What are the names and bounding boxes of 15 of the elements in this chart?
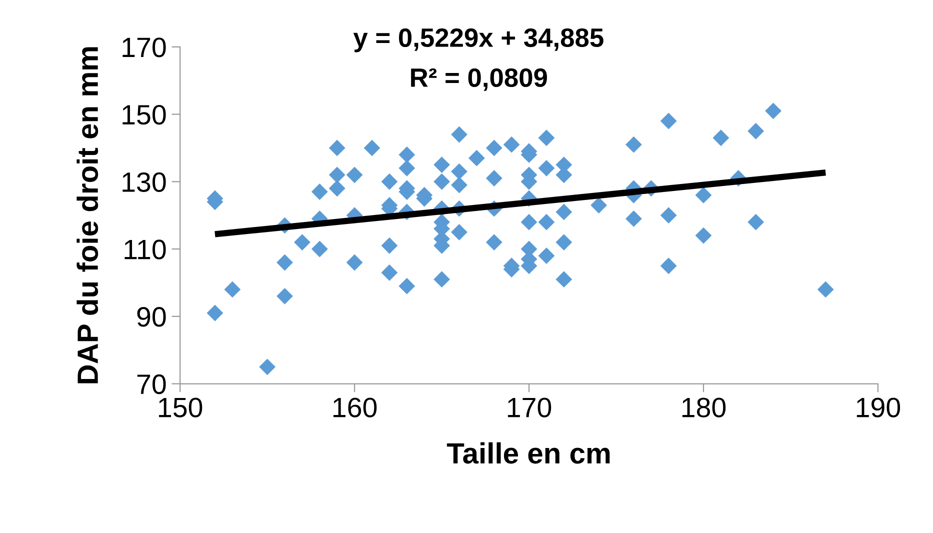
y-tick-label: 150 <box>122 104 166 125</box>
annotation: y = 0,5229x + 34,885 <box>353 28 604 52</box>
annotation: R² = 0,0809 <box>411 68 547 91</box>
y-tick-label: 170 <box>122 38 166 58</box>
x-tick-label: 150 <box>159 398 202 418</box>
y-tick-label: 130 <box>122 172 166 192</box>
x-tick-label: 160 <box>333 398 377 418</box>
y-axis-title: DAP du foie droit en mm <box>76 47 98 384</box>
x-tick-label: 170 <box>508 398 552 418</box>
x-tick-label: 190 <box>856 398 900 418</box>
y-tick-label: 110 <box>124 240 166 260</box>
x-tick-label: 180 <box>682 398 726 418</box>
y-tick-label: 90 <box>137 307 166 327</box>
y-tick-label: 70 <box>137 374 166 394</box>
x-axis-title: Taille en cm <box>446 442 610 464</box>
